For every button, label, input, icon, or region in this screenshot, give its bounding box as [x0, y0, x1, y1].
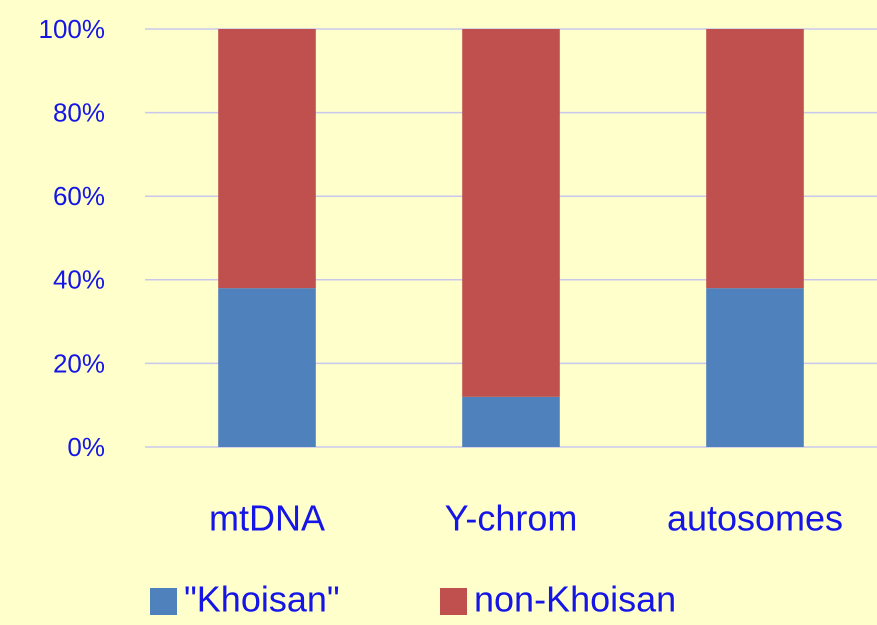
y-tick-label: 20%: [53, 348, 105, 378]
y-tick-label: 100%: [39, 14, 106, 44]
legend-swatch: [440, 588, 467, 615]
y-tick-label: 0%: [67, 432, 105, 462]
bar-segment: [218, 29, 316, 289]
y-tick-label: 60%: [53, 181, 105, 211]
x-tick-label: Y-chrom: [445, 498, 578, 539]
legend-label: non-Khoisan: [474, 579, 676, 620]
bar-segment: [462, 29, 560, 397]
legend-label: "Khoisan": [184, 579, 340, 620]
y-tick-label: 80%: [53, 97, 105, 127]
bar-segment: [462, 396, 560, 447]
legend-swatch: [150, 588, 177, 615]
y-tick-label: 40%: [53, 265, 105, 295]
x-tick-label: autosomes: [667, 498, 843, 539]
bar-segment: [706, 288, 804, 447]
x-tick-label: mtDNA: [209, 498, 325, 539]
bar-segment: [706, 29, 804, 289]
bar-segment: [218, 288, 316, 447]
